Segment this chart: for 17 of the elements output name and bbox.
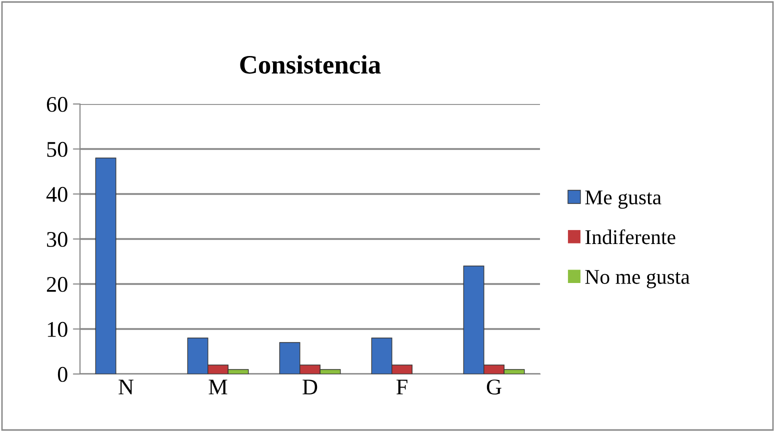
legend-label: No me gusta bbox=[585, 270, 690, 288]
x-tick-label: G bbox=[486, 380, 502, 394]
y-tick-label: 30 bbox=[47, 232, 68, 247]
y-tick-label: 20 bbox=[46, 276, 68, 292]
legend-label: Me gusta bbox=[585, 190, 662, 209]
x-tick-label: N bbox=[118, 380, 134, 394]
chart-title: Consistencia bbox=[240, 55, 381, 74]
x-tick-label: M bbox=[208, 380, 228, 394]
legend-label: Indiferente bbox=[585, 229, 676, 244]
x-tick-label: D bbox=[302, 380, 318, 394]
bar bbox=[95, 158, 116, 374]
y-tick-label: 0 bbox=[58, 366, 68, 382]
y-tick-label: 40 bbox=[46, 186, 68, 202]
y-tick-label: 60 bbox=[46, 96, 68, 112]
y-tick-label: 10 bbox=[48, 322, 68, 337]
x-tick-label: F bbox=[396, 380, 408, 394]
y-tick-label: 50 bbox=[47, 142, 68, 157]
